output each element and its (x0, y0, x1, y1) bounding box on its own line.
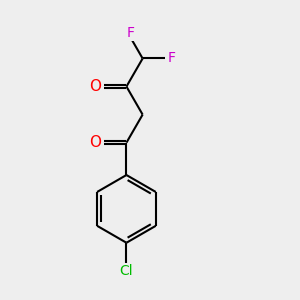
Text: O: O (89, 79, 101, 94)
Text: F: F (126, 26, 134, 40)
Text: Cl: Cl (120, 264, 133, 278)
Text: F: F (167, 52, 175, 65)
Text: O: O (89, 135, 101, 150)
